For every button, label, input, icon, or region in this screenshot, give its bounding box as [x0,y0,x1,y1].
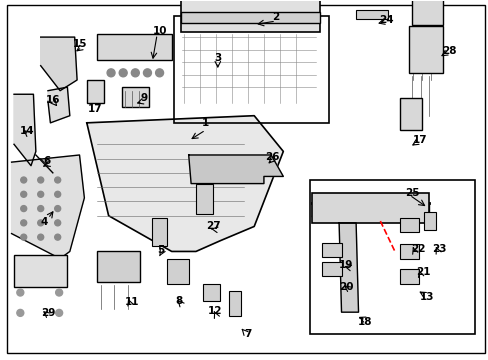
Polygon shape [41,37,77,91]
Text: 16: 16 [45,95,60,105]
Bar [411,0,443,24]
Circle shape [143,69,151,77]
Bar [174,16,329,123]
Bar [355,10,387,19]
Bar [181,12,319,23]
Bar [399,269,418,284]
Circle shape [20,234,27,240]
Bar [87,80,103,103]
Text: 6: 6 [43,157,50,166]
Polygon shape [48,87,70,123]
Circle shape [17,289,24,296]
Bar [322,262,341,276]
Bar [166,258,188,284]
Circle shape [20,177,27,183]
Circle shape [20,220,27,226]
Bar [96,33,171,60]
Text: 5: 5 [157,245,164,255]
Bar [196,184,213,214]
Text: 8: 8 [175,296,182,306]
Bar [399,98,421,130]
Circle shape [17,309,24,316]
Text: 14: 14 [20,126,34,136]
Bar [181,0,319,32]
Bar [322,243,341,257]
Text: 15: 15 [73,39,87,49]
Text: 20: 20 [339,282,353,292]
Bar [309,180,474,334]
Text: 13: 13 [419,292,433,302]
Circle shape [56,289,62,296]
Text: 29: 29 [41,308,55,318]
Text: 9: 9 [140,93,147,103]
Text: 27: 27 [205,221,220,231]
Text: 22: 22 [410,244,425,253]
Text: 1: 1 [202,118,209,128]
Bar [203,284,220,301]
Bar [399,244,418,258]
Circle shape [38,234,43,240]
Polygon shape [338,223,358,312]
Circle shape [38,220,43,226]
Bar [423,212,435,230]
Polygon shape [12,155,84,258]
Circle shape [55,234,61,240]
Polygon shape [188,155,283,184]
Bar [96,251,140,282]
Circle shape [38,206,43,212]
Bar [122,87,149,107]
Bar [228,291,241,316]
Bar [14,255,67,287]
Text: 28: 28 [441,46,456,56]
Circle shape [56,309,62,316]
Text: 18: 18 [357,317,371,327]
Circle shape [107,69,115,77]
Text: 26: 26 [265,152,279,162]
Text: 12: 12 [208,306,222,316]
Circle shape [55,220,61,226]
Bar [312,193,428,223]
Circle shape [119,69,127,77]
Text: 21: 21 [415,267,429,277]
Circle shape [131,69,139,77]
Circle shape [20,191,27,197]
Bar [152,217,166,246]
Text: 17: 17 [88,104,102,114]
Polygon shape [14,94,36,166]
Bar [408,26,443,73]
Circle shape [38,177,43,183]
Text: 24: 24 [378,15,393,25]
Text: 7: 7 [244,329,251,339]
Text: 11: 11 [124,297,139,307]
Circle shape [55,206,61,212]
Text: 2: 2 [272,12,279,22]
Text: 4: 4 [41,217,48,227]
Text: 17: 17 [412,135,427,145]
Text: 19: 19 [339,260,353,270]
Circle shape [20,206,27,212]
Circle shape [55,191,61,197]
Text: 23: 23 [431,244,446,253]
Circle shape [155,69,163,77]
Text: 25: 25 [404,188,418,198]
Text: 3: 3 [214,53,221,63]
Text: 10: 10 [152,26,166,36]
Polygon shape [87,116,283,251]
Bar [399,217,418,232]
Circle shape [55,177,61,183]
Circle shape [38,191,43,197]
